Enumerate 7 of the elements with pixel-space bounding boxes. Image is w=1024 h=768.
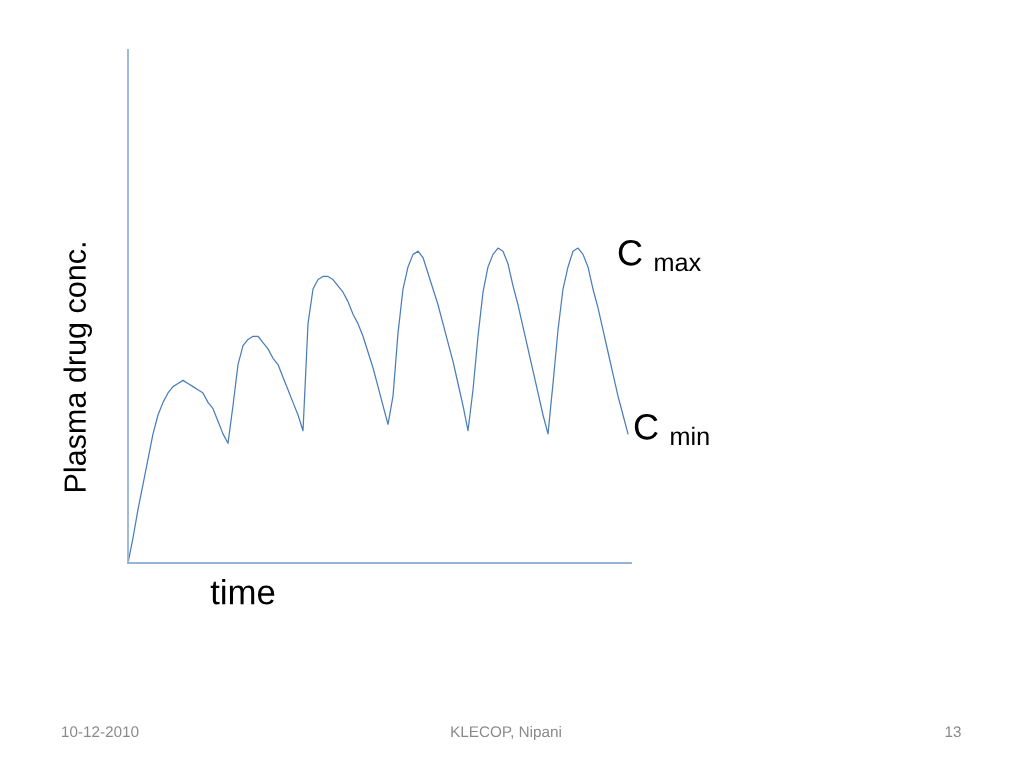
y-axis-title: Plasma drug conc. xyxy=(63,243,92,492)
annotation: C $_{max}$ xyxy=(618,240,701,272)
text: KLECOP, Nipani xyxy=(451,725,561,741)
text: C $_{min}$ xyxy=(634,414,709,445)
text: 13 xyxy=(945,726,961,738)
text: 10-12-2010 xyxy=(62,726,139,738)
x-axis-title: time xyxy=(210,579,275,605)
